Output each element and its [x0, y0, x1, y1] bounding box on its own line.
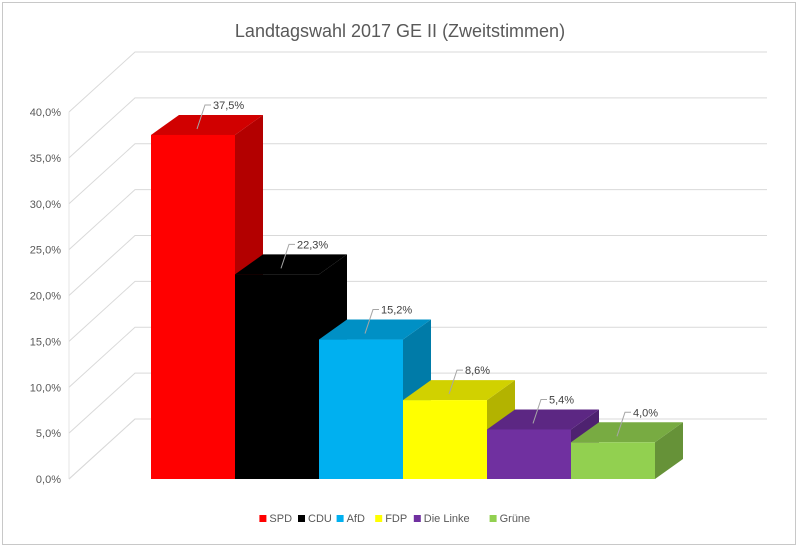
y-tick-label: 25,0% — [30, 245, 61, 257]
gridline — [68, 189, 767, 250]
leader-line — [364, 309, 379, 334]
bar-spd — [151, 134, 235, 479]
gridline — [68, 372, 767, 434]
gridline — [68, 326, 767, 388]
gridline — [68, 97, 767, 159]
bar-fdp — [403, 400, 487, 479]
bar-top — [319, 319, 431, 340]
bar-top — [235, 254, 347, 275]
bars — [151, 114, 683, 479]
leader-line — [196, 104, 211, 130]
legend: SPD CDU AfD FDP Die Linke Grüne — [259, 513, 530, 525]
chart: Landtagswahl 2017 GE II (Zweitstimmen) 0… — [30, 21, 767, 525]
bar-top — [571, 422, 683, 443]
y-tick-label: 5,0% — [36, 428, 61, 440]
legend-entry: CDU — [308, 513, 332, 525]
legend-entry: AfD — [347, 513, 365, 525]
y-axis: 0,0% 5,0% 10,0% 15,0% 20,0% 25,0% 30,0% 35,0% 40… — [30, 107, 61, 486]
leader-line — [616, 411, 631, 437]
gridline — [68, 143, 767, 205]
bar-top — [151, 114, 263, 135]
legend-entry: FDP — [385, 513, 407, 525]
legend-swatch — [298, 515, 305, 522]
bar-cdu — [235, 274, 319, 479]
gridline — [68, 280, 767, 342]
legend-swatch — [375, 515, 383, 522]
legend-entry: Die Linke — [424, 513, 470, 525]
legend-entry: SPD — [269, 513, 292, 525]
bar-afd — [319, 339, 403, 479]
leader-line — [532, 398, 547, 424]
y-tick-label: 40,0% — [30, 107, 61, 119]
y-tick-label: 15,0% — [30, 336, 61, 348]
y-tick-label: 35,0% — [30, 153, 61, 165]
data-label: 5,4% — [549, 394, 574, 406]
legend-swatch — [336, 515, 344, 522]
legend-swatch — [259, 515, 267, 522]
gridlines — [68, 51, 767, 480]
gridline — [68, 235, 767, 296]
y-tick-label: 20,0% — [30, 291, 61, 303]
y-tick-label: 0,0% — [36, 474, 61, 486]
data-label: 22,3% — [297, 239, 328, 251]
data-labels: 37,5% 22,3% 15,2% 8,6% 5,4% 4,0% — [196, 100, 658, 437]
bar-top — [487, 409, 599, 430]
y-tick-label: 30,0% — [30, 199, 61, 211]
data-label: 37,5% — [213, 100, 244, 112]
bar-die-linke — [487, 429, 571, 479]
gridline — [68, 51, 767, 113]
bar-grüne — [571, 442, 655, 479]
bar-top — [403, 380, 515, 401]
chart-title: Landtagswahl 2017 GE II (Zweitstimmen) — [235, 21, 565, 41]
legend-swatch — [489, 515, 497, 522]
data-label: 15,2% — [381, 305, 412, 317]
leader-line — [448, 369, 463, 395]
data-label: 8,6% — [465, 365, 490, 377]
legend-swatch — [413, 515, 421, 522]
y-tick-label: 10,0% — [30, 382, 61, 394]
legend-entry: Grüne — [500, 513, 531, 525]
bar-side — [655, 422, 683, 479]
leader-line — [280, 243, 295, 269]
data-label: 4,0% — [633, 407, 658, 419]
